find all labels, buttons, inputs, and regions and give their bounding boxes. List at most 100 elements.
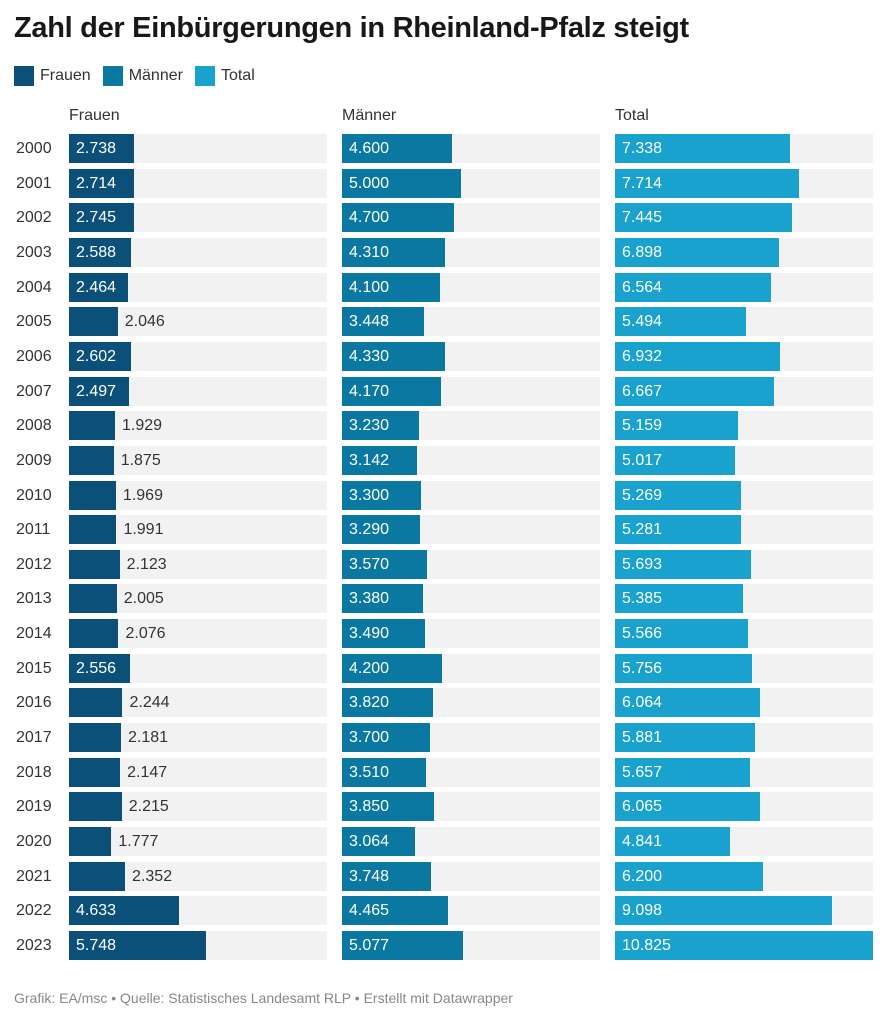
bar-value-label: 3.142 [349, 451, 390, 469]
year-label: 2019 [16, 798, 52, 816]
bar [615, 134, 790, 163]
footer-credits: Grafik: EA/msc • Quelle: Statistisches L… [14, 990, 513, 1006]
bar-value-label: 6.667 [622, 382, 663, 400]
bar [615, 168, 799, 198]
bar-value-label: 6.932 [622, 347, 663, 365]
bar-value-label: 3.570 [349, 555, 390, 573]
bar-background [69, 827, 327, 856]
bar-value-label: 5.385 [622, 590, 663, 608]
bar-value-label: 5.756 [622, 659, 663, 677]
year-label: 2011 [16, 521, 51, 539]
year-label: 2000 [16, 140, 52, 157]
bar-value-label: 3.820 [349, 694, 390, 712]
year-label: 2020 [16, 833, 52, 850]
bar-value-label: 4.170 [349, 382, 390, 400]
bar [69, 723, 121, 753]
legend-swatch [102, 66, 123, 86]
year-label: 2003 [16, 243, 52, 261]
bar [69, 134, 135, 163]
year-label: 2013 [16, 590, 52, 608]
bar [69, 688, 123, 718]
bar [615, 757, 750, 787]
year-label: 2018 [16, 763, 52, 781]
year-label: 2005 [16, 313, 52, 331]
legend: Frauen Männer Total [14, 66, 255, 86]
year-label: 2017 [16, 729, 52, 747]
bar-value-label: 6.898 [622, 243, 663, 261]
bar-value-label: 4.200 [349, 659, 390, 677]
bar [69, 584, 117, 614]
bar [615, 688, 760, 718]
bar-value-label: 5.000 [349, 174, 390, 192]
bar [342, 549, 428, 579]
bar [69, 203, 135, 233]
panel-title: Total [615, 107, 649, 124]
bar [615, 619, 748, 649]
bar-value-label: 1.991 [123, 521, 164, 539]
bar-value-label: 2.123 [126, 555, 167, 573]
bar [69, 792, 122, 822]
bar-value-label: 5.657 [622, 763, 663, 781]
bar [69, 896, 180, 926]
bar-value-label: 3.448 [349, 313, 390, 331]
bar-value-label: 3.700 [349, 729, 390, 747]
bar [615, 203, 793, 233]
legend-label: Männer [128, 67, 183, 84]
bar-value-label: 2.745 [76, 209, 117, 227]
bar [69, 827, 112, 856]
bar-value-label: 2.588 [76, 243, 117, 261]
bar-value-label: 4.100 [349, 278, 390, 296]
bar [69, 168, 134, 198]
bar [342, 445, 417, 475]
bar-value-label: 5.159 [622, 417, 663, 435]
bar-value-label: 4.633 [76, 902, 117, 920]
bar-value-label: 5.748 [76, 936, 117, 954]
bar-value-label: 3.290 [349, 521, 390, 539]
bar [69, 307, 118, 337]
bar-value-label: 5.077 [349, 936, 390, 954]
bar-value-label: 2.497 [76, 382, 117, 400]
year-label: 2004 [16, 278, 52, 296]
bar-value-label: 3.064 [349, 833, 390, 850]
bar [342, 723, 431, 753]
bar [69, 341, 131, 371]
bar [342, 653, 443, 683]
bar [615, 896, 832, 926]
bar-value-label: 2.352 [132, 867, 173, 885]
bar [615, 480, 741, 510]
bar [342, 341, 446, 371]
bar [69, 411, 115, 441]
bar-value-label: 5.494 [622, 313, 663, 331]
bar-value-label: 4.465 [349, 902, 390, 920]
bar-value-label: 2.464 [76, 278, 117, 296]
bar-value-label: 2.738 [76, 140, 117, 157]
bar [342, 480, 421, 510]
bar [615, 861, 763, 891]
bar [342, 272, 440, 302]
bar [342, 411, 419, 441]
bar-value-label: 2.215 [128, 798, 169, 816]
bar-value-label: 6.065 [622, 798, 663, 816]
bar-value-label: 4.841 [622, 833, 663, 850]
bar-value-label: 3.230 [349, 417, 390, 435]
bar-value-label: 3.850 [349, 798, 390, 816]
bar [342, 203, 455, 233]
bar [69, 515, 117, 545]
bar [69, 272, 128, 302]
bar [342, 134, 452, 163]
bar-value-label: 10.825 [622, 936, 671, 954]
bar-value-label: 3.490 [349, 625, 390, 643]
bar-value-label: 3.748 [349, 867, 390, 885]
bar-value-label: 5.881 [622, 729, 663, 747]
bar [342, 515, 421, 545]
bar-value-label: 1.969 [122, 486, 163, 504]
legend-item: Total [194, 66, 255, 86]
year-label: 2006 [16, 347, 52, 365]
bar [69, 376, 129, 406]
year-label: 2008 [16, 417, 52, 435]
bar [342, 930, 463, 960]
bar [342, 827, 416, 856]
panel-title: Frauen [69, 107, 120, 124]
bar [615, 549, 751, 579]
bar-value-label: 4.330 [349, 347, 390, 365]
